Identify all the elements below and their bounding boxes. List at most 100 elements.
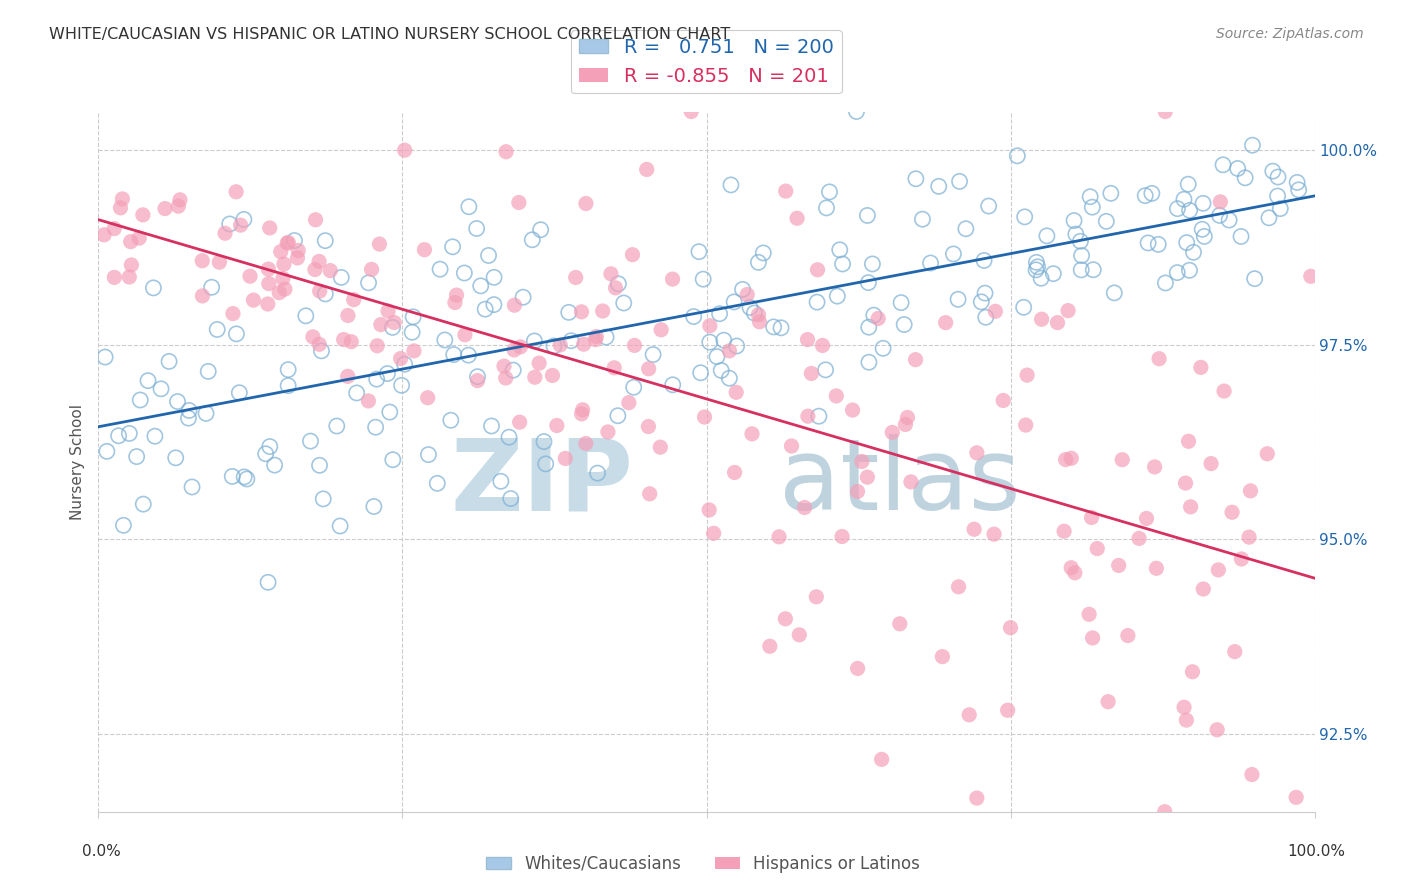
- Point: [868, 311, 890, 326]
- Point: [381, 452, 404, 467]
- Point: [433, 333, 456, 347]
- Point: [1007, 149, 1029, 163]
- Point: [762, 320, 785, 334]
- Point: [1175, 235, 1198, 250]
- Point: [218, 217, 240, 231]
- Point: [157, 354, 180, 368]
- Text: ZIP: ZIP: [451, 434, 634, 531]
- Point: [845, 104, 868, 119]
- Point: [541, 368, 564, 383]
- Point: [426, 476, 449, 491]
- Point: [963, 522, 986, 536]
- Point: [1226, 161, 1249, 176]
- Point: [1144, 561, 1167, 575]
- Point: [165, 450, 187, 465]
- Point: [637, 419, 659, 434]
- Point: [585, 333, 607, 347]
- Point: [153, 202, 176, 216]
- Point: [523, 334, 546, 348]
- Point: [1080, 510, 1102, 524]
- Point: [637, 361, 659, 376]
- Point: [928, 179, 950, 194]
- Point: [1240, 767, 1263, 781]
- Point: [1029, 271, 1052, 285]
- Point: [747, 308, 769, 322]
- Point: [862, 308, 884, 322]
- Point: [890, 295, 912, 310]
- Point: [780, 439, 803, 453]
- Point: [1154, 104, 1177, 119]
- Point: [1069, 234, 1091, 248]
- Point: [600, 267, 623, 281]
- Point: [482, 270, 505, 285]
- Point: [444, 295, 467, 310]
- Point: [402, 343, 425, 358]
- Point: [195, 406, 218, 420]
- Point: [636, 162, 658, 177]
- Point: [1025, 255, 1047, 269]
- Point: [896, 410, 918, 425]
- Point: [1042, 267, 1064, 281]
- Legend: R =   0.751   N = 200, R = -0.855   N = 201: R = 0.751 N = 200, R = -0.855 N = 201: [571, 30, 842, 94]
- Point: [389, 351, 412, 366]
- Point: [1182, 245, 1205, 260]
- Point: [311, 343, 333, 358]
- Point: [983, 527, 1005, 541]
- Point: [607, 277, 630, 291]
- Point: [381, 320, 404, 334]
- Point: [222, 307, 245, 321]
- Point: [856, 209, 879, 223]
- Point: [1174, 476, 1197, 491]
- Point: [1140, 186, 1163, 201]
- Point: [1234, 170, 1257, 185]
- Point: [308, 254, 330, 268]
- Text: atlas: atlas: [779, 434, 1021, 531]
- Point: [1166, 266, 1188, 280]
- Point: [509, 415, 531, 429]
- Point: [103, 221, 125, 235]
- Point: [770, 320, 793, 334]
- Point: [336, 369, 359, 384]
- Point: [270, 244, 292, 259]
- Point: [1237, 530, 1260, 544]
- Point: [120, 235, 142, 249]
- Point: [1267, 189, 1289, 203]
- Point: [201, 280, 224, 294]
- Point: [1192, 196, 1215, 211]
- Point: [232, 212, 254, 227]
- Text: Source: ZipAtlas.com: Source: ZipAtlas.com: [1216, 27, 1364, 41]
- Point: [638, 487, 661, 501]
- Point: [1194, 229, 1216, 244]
- Point: [931, 649, 953, 664]
- Point: [1206, 723, 1229, 737]
- Point: [239, 269, 262, 284]
- Point: [368, 237, 391, 252]
- Point: [977, 199, 1000, 213]
- Point: [128, 231, 150, 245]
- Point: [1199, 457, 1222, 471]
- Point: [741, 426, 763, 441]
- Point: [481, 419, 503, 434]
- Point: [596, 425, 619, 439]
- Point: [585, 329, 607, 343]
- Point: [136, 374, 159, 388]
- Point: [1209, 194, 1232, 209]
- Point: [1239, 483, 1261, 498]
- Point: [709, 307, 731, 321]
- Point: [377, 304, 399, 318]
- Point: [302, 330, 325, 344]
- Point: [1128, 532, 1150, 546]
- Point: [735, 287, 758, 301]
- Point: [1243, 271, 1265, 285]
- Point: [299, 434, 322, 449]
- Point: [132, 208, 155, 222]
- Point: [718, 343, 741, 358]
- Point: [710, 363, 733, 377]
- Point: [167, 199, 190, 213]
- Point: [558, 305, 581, 319]
- Point: [1267, 169, 1289, 184]
- Point: [1017, 368, 1039, 383]
- Point: [259, 440, 281, 454]
- Point: [731, 282, 754, 296]
- Point: [295, 309, 318, 323]
